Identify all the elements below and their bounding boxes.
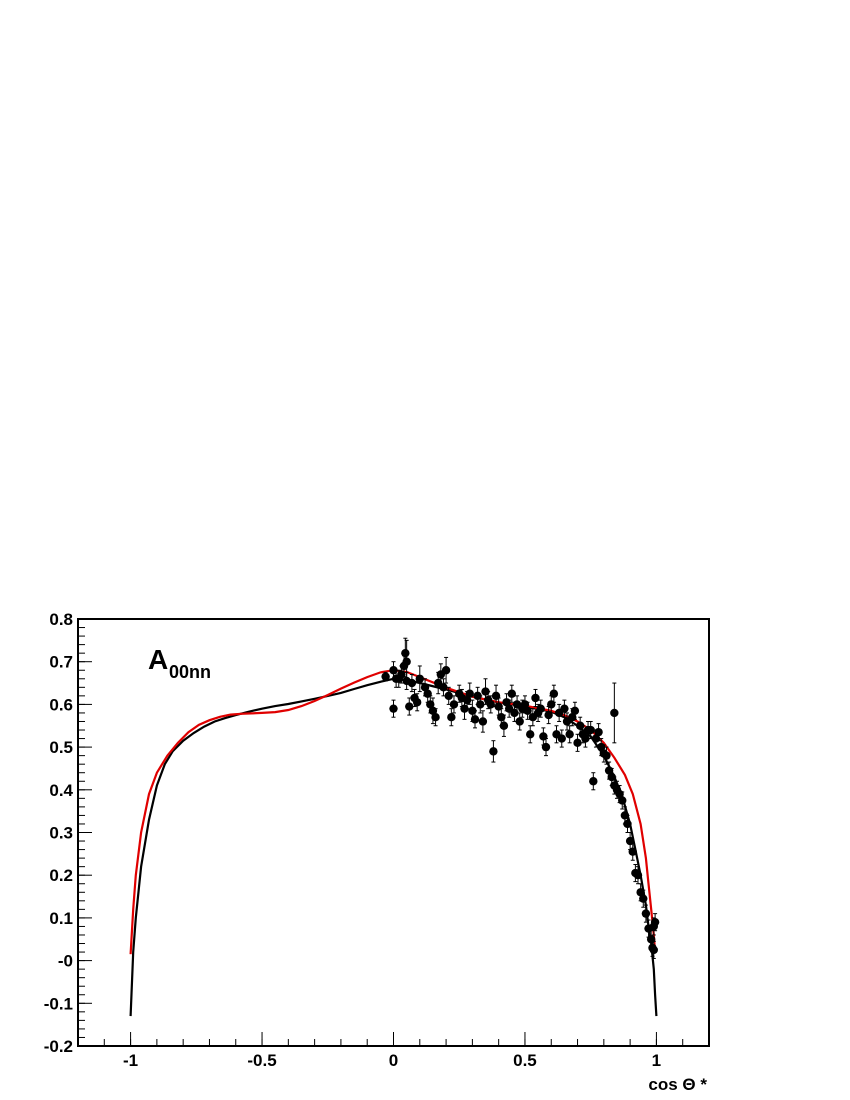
data-point	[407, 678, 417, 688]
x-tick-label: -1	[123, 1051, 138, 1070]
data-point	[536, 704, 545, 713]
data-point	[570, 706, 580, 716]
data-point	[607, 772, 616, 782]
data-point	[447, 713, 456, 722]
x-tick-label: 0.5	[513, 1051, 537, 1070]
y-tick-label: -0	[58, 952, 73, 971]
data-point	[460, 704, 469, 713]
y-tick-label: 0.7	[49, 653, 73, 672]
data-point	[594, 727, 603, 737]
data-point	[602, 751, 611, 760]
y-tick-label: 0.3	[49, 824, 73, 843]
curves	[129, 669, 658, 1017]
annotation-main: A	[148, 644, 168, 675]
data-point	[618, 796, 627, 805]
y-tick-label: 0.5	[49, 738, 73, 757]
data-point	[515, 717, 524, 726]
y-tick-label: 0.4	[49, 781, 73, 800]
x-tick-label: 1	[652, 1051, 661, 1070]
data-point	[412, 698, 422, 707]
data-point	[499, 721, 509, 730]
data-point	[470, 715, 480, 724]
data-point	[381, 672, 390, 681]
data-point	[639, 894, 648, 903]
data-point	[439, 683, 448, 692]
y-tick-label: 0.8	[49, 610, 73, 629]
data-point	[649, 922, 658, 931]
data-point	[560, 704, 569, 713]
data-point	[573, 738, 582, 748]
data-point	[401, 648, 410, 658]
data-point	[449, 700, 459, 709]
data-point	[549, 689, 559, 698]
data-point	[489, 747, 498, 756]
data-point	[478, 717, 488, 726]
data-point	[444, 691, 453, 701]
y-tick-label: 0.6	[49, 695, 73, 714]
data-point	[441, 666, 451, 675]
data-point	[468, 706, 477, 716]
y-tick-label: 0.1	[49, 909, 73, 928]
y-tick-label: 0.2	[49, 866, 73, 885]
data-point	[628, 847, 637, 856]
data-point	[486, 700, 495, 709]
data-point	[405, 702, 414, 711]
data-point	[476, 700, 485, 709]
data-point	[415, 674, 424, 683]
x-tick-label: 0	[389, 1051, 398, 1070]
data-point	[589, 777, 598, 786]
data-point	[610, 708, 619, 718]
data-point	[465, 689, 474, 698]
y-tick-label: -0.1	[44, 994, 73, 1013]
data-point	[526, 730, 535, 739]
data-point	[426, 700, 435, 709]
data-point	[462, 695, 472, 705]
data-point	[541, 742, 551, 752]
data-point	[641, 909, 651, 918]
data-points	[381, 637, 660, 959]
data-point	[389, 666, 398, 675]
red-curve	[129, 669, 657, 955]
data-point	[581, 734, 590, 743]
x-axis-label: cos Θ *	[648, 1075, 707, 1094]
data-point	[623, 819, 632, 829]
data-point	[481, 687, 490, 696]
data-point	[431, 713, 440, 722]
data-point	[633, 871, 643, 880]
data-point	[402, 657, 411, 666]
data-point	[565, 730, 574, 739]
data-point	[586, 725, 595, 735]
data-point	[507, 689, 517, 698]
data-point	[557, 734, 566, 743]
black-curve	[129, 677, 658, 1017]
y-tick-label: -0.2	[44, 1037, 73, 1056]
data-point	[620, 811, 630, 820]
annotation-subscript: 00nn	[169, 662, 211, 682]
data-point	[649, 945, 658, 955]
data-point	[510, 708, 519, 718]
data-point	[523, 706, 532, 716]
axis-ticks	[77, 618, 710, 1047]
data-point	[389, 704, 398, 713]
data-point	[531, 693, 540, 703]
data-point	[473, 691, 482, 701]
x-tick-label: -0.5	[247, 1051, 276, 1070]
data-point	[575, 721, 585, 730]
axis-tick-labels: 0.8 0.7 0.6 0.5 0.4 0.3 0.2 0.1 -0 -0.1 -0.2 -1 -0.5…	[44, 610, 661, 1070]
